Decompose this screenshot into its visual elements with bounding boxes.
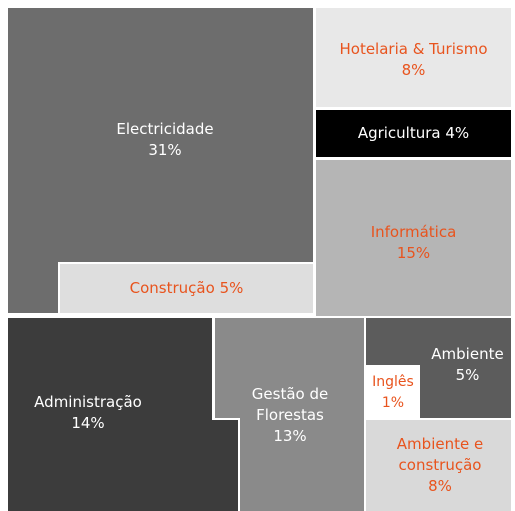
category-label: Ambiente	[431, 345, 504, 363]
value-label: 4%	[445, 124, 470, 142]
tile	[366, 318, 511, 418]
tile-label: Administração 14%	[8, 380, 168, 446]
tile-label: Hotelaria & Turismo 8%	[316, 30, 511, 90]
tile	[8, 8, 313, 313]
value-label: 5%	[455, 366, 480, 384]
category-label: Construção	[129, 279, 215, 297]
tile-label: Construção 5%	[60, 264, 313, 313]
tile-label: Ambiente 5%	[420, 340, 515, 390]
tile	[316, 8, 511, 107]
category-label: Informática	[370, 223, 457, 241]
value-label: 8%	[428, 477, 452, 495]
value-label: 15%	[396, 244, 431, 262]
value-label: 31%	[148, 141, 182, 159]
tile-label: Gestão de Florestas 13%	[235, 370, 345, 460]
value-label: 5%	[219, 279, 244, 297]
value-label: 8%	[401, 61, 426, 79]
category-label: Gestão de Florestas	[251, 384, 329, 424]
tile	[8, 318, 238, 511]
category-label: Electricidade	[116, 120, 214, 138]
value-label: 14%	[71, 414, 105, 432]
value-label: 1%	[381, 394, 405, 411]
category-label: Administração	[34, 393, 142, 411]
tile-label: Inglês 1%	[366, 367, 420, 418]
tile	[366, 420, 511, 511]
category-label: Inglês	[372, 373, 414, 390]
tile-label: Ambiente e construção 8%	[370, 420, 510, 511]
tile	[215, 318, 364, 511]
category-label: Hotelaria & Turismo	[339, 40, 488, 58]
tile	[60, 264, 313, 313]
tile	[316, 160, 511, 316]
tile-label: Informática 15%	[316, 210, 511, 276]
value-label: 13%	[273, 426, 307, 445]
tile	[316, 110, 511, 157]
tile	[368, 367, 418, 418]
category-label: Ambiente e construção	[396, 435, 484, 474]
tile-label: Agricultura 4%	[316, 110, 511, 157]
category-label: Agricultura	[357, 124, 441, 142]
tile-label: Electricidade 31%	[40, 100, 290, 180]
